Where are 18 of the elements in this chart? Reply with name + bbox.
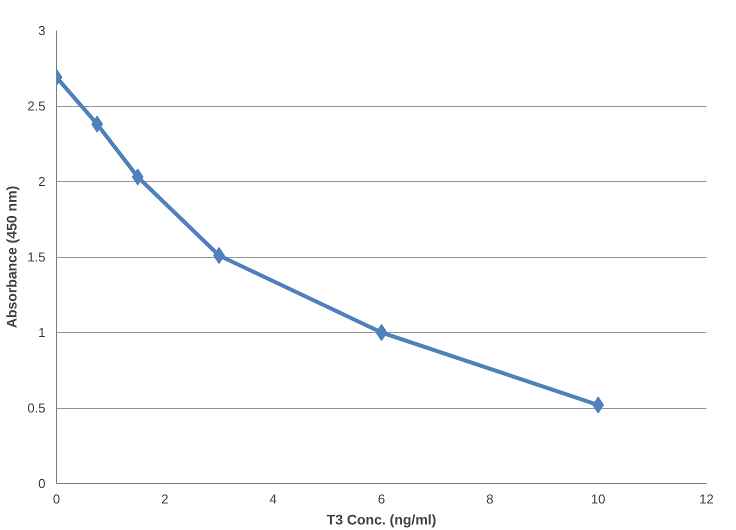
y-axis-title: Absorbance (450 nm) — [3, 186, 20, 328]
x-tick-label: 0 — [52, 492, 60, 506]
x-tick-label: 8 — [486, 492, 494, 506]
y-tick-label: 1.5 — [27, 250, 46, 264]
x-tick-label: 10 — [590, 492, 606, 506]
x-tick-label: 2 — [161, 492, 168, 506]
x-tick-label: 12 — [699, 492, 714, 506]
y-tick-label: 0.5 — [27, 400, 46, 416]
y-tick-label: 3 — [38, 23, 46, 38]
x-axis-title: T3 Conc. (ng/ml) — [326, 512, 436, 528]
x-tick-label: 6 — [378, 492, 386, 506]
point — [132, 168, 144, 186]
y-tick-label: 1 — [38, 325, 46, 340]
x-tick-label: 4 — [270, 492, 277, 506]
y-tick-label: 0 — [38, 476, 46, 491]
y-tick-label: 2.5 — [27, 98, 46, 114]
y-tick-label: 2 — [38, 174, 46, 189]
point — [376, 324, 388, 341]
